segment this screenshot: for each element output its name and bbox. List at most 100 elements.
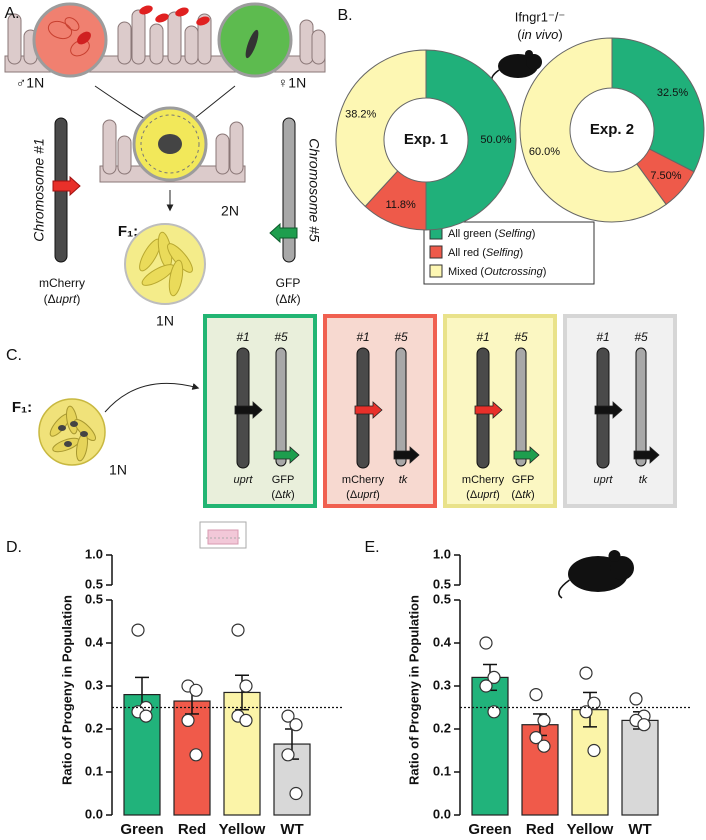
arrow <box>104 382 200 413</box>
data-point <box>231 623 245 637</box>
x-tick-label: Green <box>468 821 511 838</box>
text-part: (Δ <box>275 292 287 306</box>
genotype-label: (Δtk) <box>271 489 294 501</box>
data-point <box>479 636 493 650</box>
legend-label: All red (Selfing) <box>448 247 523 259</box>
legend-label: Mixed (Outcrossing) <box>448 266 546 278</box>
legend-box <box>423 221 595 285</box>
data-point <box>281 748 295 762</box>
chromosome <box>282 117 296 263</box>
donut-slice <box>519 37 667 223</box>
panel-label: A. <box>4 5 19 22</box>
parasite-cell-red <box>32 2 108 78</box>
data-point <box>537 713 551 728</box>
data-point <box>281 709 295 723</box>
mouse-icon <box>526 54 542 70</box>
y-tick-label: 0.0 <box>433 806 451 821</box>
text-part: uprt <box>56 292 77 306</box>
nucleus <box>80 431 88 437</box>
genotype-label: uprt <box>594 474 614 486</box>
text-part: All red ( <box>448 247 486 259</box>
chromosome-number: #5 <box>274 330 288 344</box>
marker-arrow <box>269 222 298 244</box>
genotype-label: GFP <box>272 474 295 486</box>
text-part: ) <box>558 27 562 42</box>
genotype-label: (Δtk) <box>511 489 534 501</box>
y-tick-label: 1.0 <box>433 546 451 561</box>
text-part: ) <box>496 489 500 501</box>
donut-slice <box>335 49 427 208</box>
chromosome-number: #5 <box>514 330 528 344</box>
villus <box>197 13 212 65</box>
text-part: Mixed ( <box>448 266 484 278</box>
chromosome-number: #1 <box>236 330 249 344</box>
chromosome <box>515 347 527 467</box>
marker-arrow <box>234 401 263 419</box>
villus <box>229 121 244 175</box>
y-tick-label: 0.3 <box>433 677 451 692</box>
marker-arrow <box>354 401 383 419</box>
villus <box>117 21 132 65</box>
y-tick-label: 0.1 <box>85 763 103 778</box>
text-part: Selfing <box>486 247 521 259</box>
nucleus <box>70 421 78 427</box>
well-icon <box>199 521 247 549</box>
text-part: ) <box>297 292 301 306</box>
donut-center-label: Exp. 2 <box>590 121 634 138</box>
genotype-label: uprt <box>234 474 254 486</box>
text-part: tk <box>282 489 291 501</box>
nucleus <box>64 441 72 447</box>
zygote-label: 2N <box>221 203 239 219</box>
chromosome-number: #5 <box>634 330 648 344</box>
data-point <box>239 679 253 693</box>
data-point <box>289 718 303 732</box>
gamete <box>155 13 169 23</box>
chromosome-number: #1 <box>596 330 609 344</box>
villus <box>167 11 182 65</box>
y-tick-label: 0.5 <box>85 576 103 591</box>
y-tick-label: 1.0 <box>85 546 103 561</box>
organelle <box>47 20 73 40</box>
data-point <box>529 730 543 745</box>
marker-label: (Δuprt) <box>44 292 81 306</box>
x-tick-label: WT <box>628 821 651 838</box>
villus <box>7 13 22 65</box>
text-part: uprt <box>357 489 377 501</box>
organelle <box>70 39 90 57</box>
panel-title: Ifngr1⁻/⁻ <box>515 9 566 24</box>
bar <box>621 719 659 816</box>
text-part: uprt <box>477 489 497 501</box>
ploidy-label: 1N <box>109 462 127 478</box>
data-point <box>587 743 601 758</box>
chromosome-number: #5 <box>394 330 408 344</box>
text-part: ) <box>543 266 547 278</box>
genotype-label: tk <box>639 474 648 486</box>
genotype-label: mCherry <box>462 474 505 486</box>
text-part: ) <box>532 228 536 240</box>
panel-subtitle: (in vivo) <box>517 27 563 42</box>
arrow <box>188 85 236 123</box>
text-part: (Δ <box>466 489 478 501</box>
legend-label: All green (Selfing) <box>448 228 535 240</box>
panel-label: C. <box>6 347 22 364</box>
legend-swatch <box>429 264 443 278</box>
gamete <box>175 7 189 17</box>
data-point <box>587 696 601 710</box>
data-point <box>181 713 195 728</box>
text-part: (Δ <box>44 292 56 306</box>
text-part: (Δ <box>346 489 358 501</box>
zygote-inner <box>140 114 200 174</box>
genotype-label: (Δuprt) <box>346 489 380 501</box>
mouse-icon <box>525 50 533 58</box>
y-axis-label: Ratio of Progeny in Population <box>59 595 74 785</box>
genotype-label: (Δuprt) <box>466 489 500 501</box>
x-tick-label: Red <box>178 821 206 838</box>
f1-label: F₁: <box>12 399 32 416</box>
slice-label: 50.0% <box>480 134 511 146</box>
x-tick-label: Yellow <box>567 821 614 838</box>
data-point <box>637 718 651 732</box>
data-point <box>629 692 643 706</box>
chromosome <box>635 347 647 467</box>
nucleus <box>77 31 91 45</box>
